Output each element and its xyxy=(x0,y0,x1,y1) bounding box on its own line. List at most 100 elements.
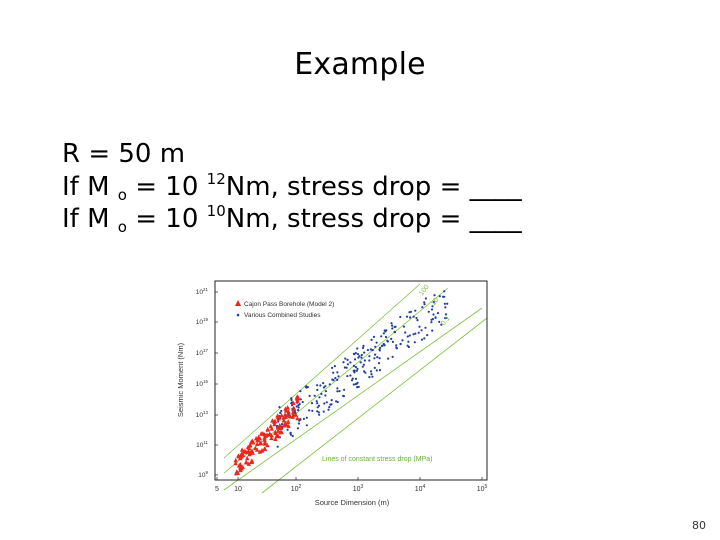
data-point-series1 xyxy=(286,409,291,414)
data-point-series2 xyxy=(390,322,393,325)
q1-prefix: If M xyxy=(62,171,110,202)
data-point-series2 xyxy=(362,363,365,366)
data-point-series2 xyxy=(401,339,404,342)
data-point-series2 xyxy=(322,410,325,413)
data-point-series2 xyxy=(402,325,405,328)
data-point-series2 xyxy=(372,335,376,338)
data-point-series2 xyxy=(333,365,336,368)
data-point-series2 xyxy=(318,396,321,399)
data-point-series1 xyxy=(238,467,243,473)
data-point-series2 xyxy=(342,361,345,364)
data-point-series2 xyxy=(289,432,292,435)
data-point-series2 xyxy=(318,413,321,416)
line-label-10: 10 xyxy=(430,297,440,308)
data-point-series2 xyxy=(299,418,302,421)
data-point-series2 xyxy=(286,428,289,431)
data-point-series1 xyxy=(273,430,278,435)
data-point-series2 xyxy=(336,371,339,374)
data-point-series2 xyxy=(316,410,319,413)
data-point-series2 xyxy=(346,363,349,366)
q1-mid: = 10 xyxy=(126,171,207,202)
data-point-series2 xyxy=(349,374,352,377)
data-point-series1 xyxy=(272,419,277,424)
data-point-series2 xyxy=(424,326,427,329)
data-point-series2 xyxy=(354,365,357,369)
data-point-series1 xyxy=(262,446,268,452)
radius-line: R = 50 m xyxy=(62,138,522,171)
data-point-series2 xyxy=(311,409,314,412)
question-line-1: If M o = 10 12Nm, stress drop = ____ xyxy=(62,170,522,204)
data-point-series2 xyxy=(426,334,429,337)
data-point-series2 xyxy=(431,329,434,332)
data-point-series2 xyxy=(297,422,300,425)
data-point-series2 xyxy=(360,356,363,359)
data-point-series2 xyxy=(305,416,308,419)
data-point-series2 xyxy=(351,377,354,380)
data-point-series2 xyxy=(446,302,449,305)
data-point-series2 xyxy=(356,353,360,356)
data-point-series2 xyxy=(324,390,327,393)
data-point-series1 xyxy=(294,395,299,400)
data-point-series2 xyxy=(291,434,294,438)
data-point-series2 xyxy=(368,376,371,379)
data-point-series2 xyxy=(352,364,355,367)
data-point-series2 xyxy=(378,349,381,352)
data-point-series1 xyxy=(275,433,281,438)
data-point-series2 xyxy=(276,445,279,448)
data-point-series2 xyxy=(379,346,382,349)
data-point-series2 xyxy=(297,406,300,409)
data-point-series1 xyxy=(233,457,238,463)
data-point-series2 xyxy=(443,302,446,305)
data-point-series1 xyxy=(293,412,298,417)
data-point-series1 xyxy=(279,412,284,418)
data-point-series2 xyxy=(324,385,327,388)
data-point-series2 xyxy=(393,331,397,334)
data-point-series2 xyxy=(290,397,293,400)
data-point-series1 xyxy=(272,421,277,427)
data-point-series2 xyxy=(356,381,359,384)
data-point-series2 xyxy=(371,375,374,378)
data-point-series1 xyxy=(246,461,251,466)
plot-frame xyxy=(214,280,488,481)
data-point-series2 xyxy=(420,338,424,341)
data-point-series1 xyxy=(245,455,250,461)
slide-body: R = 50 m If M o = 10 12Nm, stress drop =… xyxy=(62,138,522,236)
data-point-series2 xyxy=(374,345,377,348)
data-point-series2 xyxy=(357,356,360,359)
data-point-series2 xyxy=(363,359,366,362)
y-tick-label: 1011 xyxy=(196,440,208,449)
x-tick-label: 10 xyxy=(234,486,242,493)
data-point-series2 xyxy=(369,370,373,373)
data-point-series2 xyxy=(376,356,379,359)
data-point-series2 xyxy=(359,361,362,364)
data-point-series1 xyxy=(250,438,255,443)
data-point-series2 xyxy=(377,362,381,365)
data-point-series2 xyxy=(416,319,419,322)
data-point-series2 xyxy=(409,316,412,319)
data-point-series2 xyxy=(346,358,349,361)
data-point-series2 xyxy=(445,316,448,319)
data-point-series2 xyxy=(407,340,410,343)
radius-text: R = 50 m xyxy=(62,139,186,169)
stress-drop-line xyxy=(223,283,421,459)
x-tick-label: 104 xyxy=(415,484,426,493)
data-point-series1 xyxy=(238,462,243,468)
legend: Cajon Pass Borehole (Model 2) Various Co… xyxy=(235,300,334,319)
data-point-series2 xyxy=(436,312,440,315)
data-point-series2 xyxy=(378,369,382,372)
data-point-series2 xyxy=(382,332,385,335)
data-point-series1 xyxy=(238,455,243,461)
data-point-series1 xyxy=(265,442,270,448)
data-point-series2 xyxy=(319,384,322,387)
data-point-series2 xyxy=(363,351,366,354)
data-point-series1 xyxy=(233,460,238,466)
data-point-series2 xyxy=(323,402,326,405)
data-point-series2 xyxy=(324,394,327,397)
data-point-series1 xyxy=(253,436,259,441)
data-point-series2 xyxy=(391,324,394,327)
data-point-series2 xyxy=(370,373,373,376)
data-point-series2 xyxy=(352,383,355,386)
y-tick-label: 1019 xyxy=(196,317,209,326)
data-point-series2 xyxy=(364,371,367,374)
data-point-series1 xyxy=(248,442,253,447)
